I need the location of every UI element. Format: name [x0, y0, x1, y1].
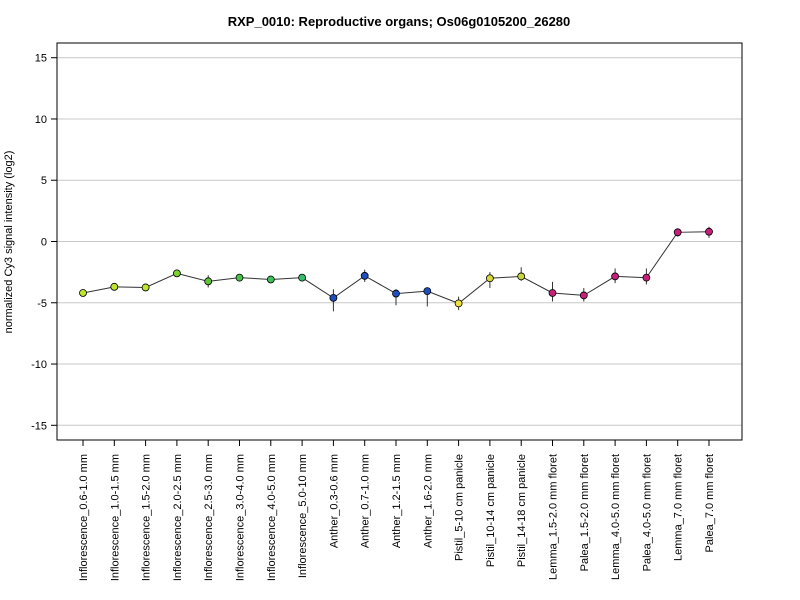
data-point — [298, 273, 307, 282]
data-point — [141, 283, 150, 292]
data-point — [266, 275, 275, 284]
x-tick-label: Palea_4.0-5.0 mm floret — [641, 454, 653, 571]
data-point — [642, 273, 651, 282]
x-axis: Inflorescence_0.6-1.0 mm Inflorescence_1.… — [78, 440, 716, 581]
data-point — [110, 282, 119, 291]
x-tick-label: Inflorescence_3.0-4.0 mm — [235, 454, 247, 581]
x-tick-label: Inflorescence_1.0-1.5 mm — [109, 454, 121, 581]
data-point — [204, 277, 213, 286]
y-tick-label: -10 — [31, 359, 47, 371]
data-point — [611, 272, 619, 281]
x-tick-label: Lemma_4.0-5.0 mm floret — [610, 454, 622, 580]
data-point — [392, 289, 400, 298]
data-point — [673, 228, 682, 237]
data-point — [705, 227, 713, 236]
data-point — [548, 289, 557, 297]
data-point — [423, 287, 432, 296]
y-tick-label: -5 — [37, 298, 47, 310]
data-point — [579, 291, 588, 300]
data-point — [79, 289, 87, 297]
x-tick-label: Anther_0.3-0.6 mm — [328, 454, 340, 548]
data-point — [172, 269, 181, 278]
data-point — [454, 299, 463, 308]
x-tick-label: Anther_1.2-1.5 mm — [391, 454, 403, 548]
y-tick-label: -15 — [31, 420, 47, 432]
x-tick-label: Inflorescence_5.0-10 mm — [297, 454, 309, 578]
y-tick-label: 10 — [35, 114, 47, 126]
y-axis: -15 -10 -5 0 5 10 15 — [31, 53, 57, 432]
x-tick-label: Pistil_14-18 cm panicle — [516, 454, 528, 567]
x-tick-label: Inflorescence_1.5-2.0 mm — [141, 454, 153, 581]
x-tick-label: Lemma_7.0 mm floret — [673, 454, 685, 561]
chart-title: RXP_0010: Reproductive organs; Os06g0105… — [228, 14, 571, 29]
data-point — [485, 274, 494, 283]
x-tick-label: Inflorescence_2.0-2.5 mm — [172, 454, 184, 581]
x-tick-label: Inflorescence_2.5-3.0 mm — [203, 454, 215, 581]
gridlines — [57, 57, 742, 426]
x-tick-label: Pistil_5-10 cm panicle — [454, 454, 466, 561]
data-point — [360, 271, 369, 280]
data-series — [79, 226, 713, 312]
x-tick-label: Anther_1.6-2.0 mm — [422, 454, 434, 548]
y-tick-label: 15 — [35, 53, 47, 65]
x-tick-label: Anther_0.7-1.0 mm — [360, 454, 372, 548]
y-tick-label: 0 — [41, 237, 47, 249]
x-tick-label: Palea_1.5-2.0 mm floret — [579, 454, 591, 571]
y-tick-label: 5 — [41, 175, 47, 187]
x-tick-label: Inflorescence_0.6-1.0 mm — [78, 454, 90, 581]
x-tick-label: Inflorescence_4.0-5.0 mm — [266, 454, 278, 581]
data-point — [329, 293, 338, 302]
x-tick-label: Pistil_10-14 cm panicle — [485, 454, 497, 567]
data-point — [235, 273, 244, 282]
x-tick-label: Palea_7.0 mm floret — [704, 454, 716, 552]
x-tick-label: Lemma_1.5-2.0 mm floret — [548, 454, 560, 580]
y-axis-label: normalized Cy3 signal intensity (log2) — [3, 151, 15, 334]
data-point — [517, 272, 526, 281]
